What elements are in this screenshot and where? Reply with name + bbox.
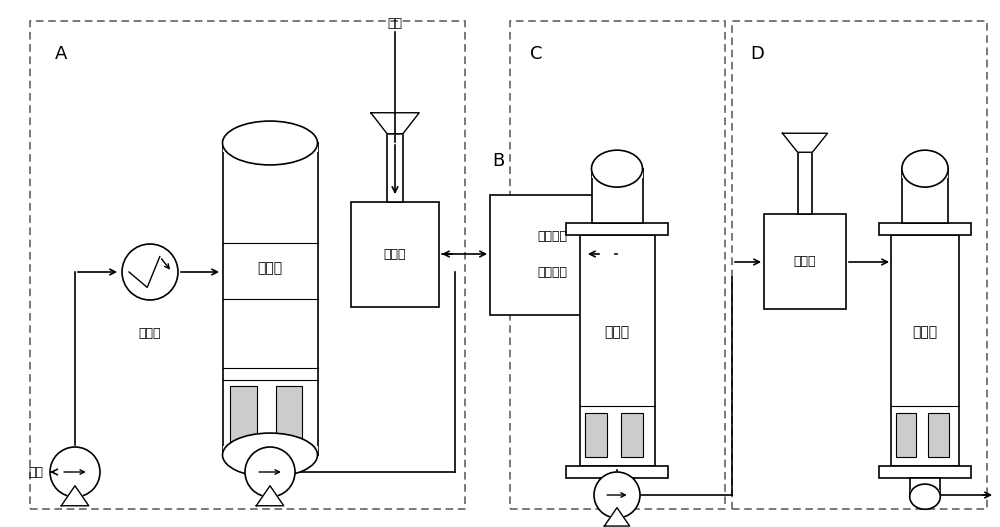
Bar — [566, 466, 668, 478]
Bar — [910, 478, 940, 496]
Bar — [879, 223, 971, 235]
Ellipse shape — [902, 150, 948, 187]
Bar — [585, 413, 607, 457]
Bar — [222, 143, 318, 152]
Bar — [30, 21, 465, 509]
Bar — [798, 152, 812, 214]
Text: 常压塔: 常压塔 — [604, 325, 630, 339]
Bar — [580, 235, 654, 466]
Bar — [592, 169, 642, 223]
Circle shape — [245, 447, 295, 497]
Ellipse shape — [592, 150, 642, 187]
Text: 初馏塔: 初馏塔 — [257, 261, 283, 275]
Bar — [928, 413, 949, 457]
Text: C: C — [530, 45, 542, 63]
Text: 加氢脱硫: 加氢脱硫 — [538, 230, 568, 243]
Bar — [351, 202, 439, 307]
Circle shape — [122, 244, 178, 300]
Bar — [600, 478, 634, 496]
Text: B: B — [492, 152, 504, 170]
Polygon shape — [604, 508, 630, 526]
Polygon shape — [371, 113, 419, 134]
Bar — [621, 413, 643, 457]
Bar — [896, 413, 916, 457]
Bar — [902, 169, 948, 223]
Bar — [387, 134, 403, 202]
Bar — [592, 169, 642, 178]
Circle shape — [50, 447, 100, 497]
Circle shape — [594, 472, 640, 518]
Text: 加热炉: 加热炉 — [794, 255, 816, 268]
Bar — [902, 169, 948, 178]
Ellipse shape — [600, 484, 634, 509]
Bar — [276, 386, 302, 443]
Bar — [510, 21, 725, 509]
Polygon shape — [61, 486, 89, 506]
Text: 加热炉: 加热炉 — [384, 248, 406, 261]
Bar — [566, 223, 668, 235]
Ellipse shape — [222, 433, 318, 477]
Text: A: A — [55, 45, 67, 63]
Bar — [764, 214, 846, 309]
Text: 氢气: 氢气 — [388, 17, 402, 30]
Text: D: D — [750, 45, 764, 63]
Bar — [891, 235, 959, 466]
Bar — [230, 386, 257, 443]
Bar — [222, 446, 318, 455]
Text: 反应单元: 反应单元 — [538, 267, 568, 279]
Polygon shape — [782, 133, 828, 152]
Bar — [222, 143, 318, 455]
Polygon shape — [256, 486, 284, 506]
Bar — [879, 466, 971, 478]
Ellipse shape — [910, 484, 940, 509]
Bar — [600, 490, 634, 496]
Bar — [732, 21, 987, 509]
Text: 减压塔: 减压塔 — [912, 325, 938, 339]
Text: 原油: 原油 — [28, 465, 43, 479]
Bar — [490, 195, 615, 315]
Text: 换热器: 换热器 — [139, 327, 161, 340]
Bar — [910, 490, 940, 496]
Ellipse shape — [222, 121, 318, 165]
